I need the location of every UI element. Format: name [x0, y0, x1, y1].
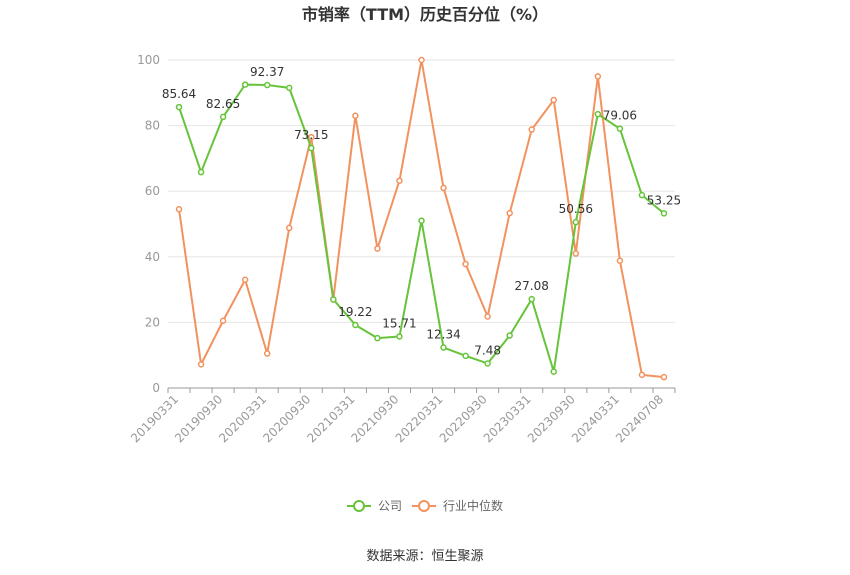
- data-point[interactable]: [572, 250, 580, 257]
- data-point[interactable]: [616, 257, 624, 264]
- series-industry-median: [175, 56, 668, 381]
- data-point[interactable]: [550, 368, 558, 375]
- data-point[interactable]: [418, 217, 425, 224]
- data-point[interactable]: [197, 361, 205, 368]
- data-point[interactable]: [219, 317, 227, 325]
- y-axis-ticks: 0 20 40 60 80 100: [137, 53, 160, 395]
- data-label: 27.08: [515, 279, 549, 293]
- data-point[interactable]: [462, 352, 469, 360]
- data-point[interactable]: [308, 144, 315, 152]
- data-source-note: 数据来源：恒生聚源: [366, 549, 483, 564]
- data-point[interactable]: [616, 125, 624, 132]
- data-point[interactable]: [528, 295, 535, 303]
- data-point[interactable]: [285, 84, 293, 92]
- legend-label-company: 公司: [378, 499, 402, 513]
- data-point[interactable]: [638, 191, 646, 199]
- legend-item-industry-median[interactable]: 行业中位数: [412, 498, 503, 513]
- y-tick-label: 0: [152, 381, 160, 395]
- legend-label-industry-median: 行业中位数: [443, 498, 503, 513]
- data-label: 19.22: [338, 305, 372, 319]
- data-point[interactable]: [197, 168, 205, 176]
- data-point[interactable]: [374, 245, 381, 252]
- y-tick-label: 100: [137, 53, 160, 67]
- data-label: 7.48: [474, 343, 501, 357]
- y-tick-label: 60: [145, 184, 160, 198]
- data-label: 15.71: [382, 316, 416, 330]
- data-point[interactable]: [594, 110, 602, 118]
- x-tick-label: 20240708: [613, 392, 666, 445]
- data-point[interactable]: [506, 209, 513, 217]
- data-point[interactable]: [594, 73, 602, 80]
- data-point[interactable]: [285, 224, 293, 232]
- legend: 公司 行业中位数: [347, 498, 503, 513]
- data-point[interactable]: [440, 184, 447, 192]
- data-labels: 85.64 82.65 92.37 73.15 19.22 15.71 12.34 7.48 2…: [162, 65, 681, 357]
- data-point[interactable]: [241, 276, 249, 284]
- legend-swatch-company-marker: [353, 500, 365, 512]
- y-tick-label: 20: [145, 315, 160, 329]
- data-point[interactable]: [330, 296, 337, 303]
- data-label: 50.56: [559, 202, 593, 216]
- data-point[interactable]: [219, 113, 227, 121]
- data-point[interactable]: [374, 334, 381, 342]
- data-point[interactable]: [484, 360, 491, 367]
- data-point[interactable]: [484, 313, 491, 320]
- data-point[interactable]: [440, 344, 447, 351]
- data-label: 82.65: [206, 97, 240, 111]
- y-tick-label: 40: [145, 250, 160, 264]
- data-point[interactable]: [263, 350, 271, 357]
- data-point[interactable]: [638, 371, 646, 379]
- data-point[interactable]: [572, 218, 580, 226]
- data-point[interactable]: [506, 332, 513, 339]
- data-label: 92.37: [250, 65, 284, 79]
- data-label: 85.64: [162, 87, 196, 101]
- data-point[interactable]: [550, 96, 558, 104]
- data-point[interactable]: [396, 177, 403, 184]
- data-label: 73.15: [294, 128, 328, 142]
- series-company: [175, 81, 668, 375]
- data-point[interactable]: [660, 210, 668, 217]
- legend-swatch-industry-marker: [418, 500, 430, 512]
- data-point[interactable]: [308, 133, 315, 141]
- x-axis: 2019033120190930202003312020093020210331…: [128, 387, 676, 445]
- data-point[interactable]: [175, 103, 183, 111]
- data-point[interactable]: [418, 56, 425, 64]
- series-layer: [175, 56, 668, 381]
- data-point[interactable]: [528, 126, 535, 133]
- data-point[interactable]: [175, 205, 183, 213]
- data-point[interactable]: [241, 81, 249, 88]
- data-label: 53.25: [647, 193, 681, 207]
- legend-item-company[interactable]: 公司: [347, 499, 402, 513]
- data-label: 79.06: [603, 109, 637, 123]
- data-point[interactable]: [462, 260, 469, 268]
- data-label: 12.34: [426, 328, 460, 342]
- data-point[interactable]: [660, 373, 668, 381]
- data-point[interactable]: [396, 333, 403, 340]
- data-point[interactable]: [352, 321, 359, 329]
- data-point[interactable]: [352, 112, 359, 120]
- y-tick-label: 80: [145, 119, 160, 133]
- chart-title: 市销率（TTM）历史百分位（%）: [302, 5, 548, 24]
- data-point[interactable]: [263, 81, 271, 89]
